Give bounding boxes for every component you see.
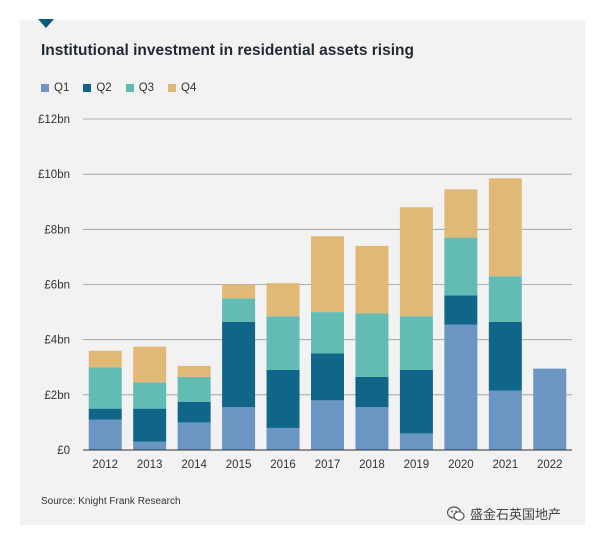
bar-segment-q2	[133, 408, 167, 442]
bar-segment-q3	[355, 313, 389, 377]
bar-segment-q1	[88, 419, 122, 450]
bar-segment-q1	[488, 390, 522, 450]
bar-segment-q4	[266, 283, 300, 317]
bar-segment-q2	[88, 408, 122, 420]
bar-segment-q4	[355, 245, 389, 314]
chart-legend: Q1 Q2 Q3 Q4	[41, 82, 196, 94]
y-tick-label: £10bn	[38, 169, 70, 181]
bar-segment-q1	[533, 368, 567, 450]
bar-segment-q4	[133, 346, 167, 383]
x-tick-label: 2015	[226, 459, 252, 471]
wechat-icon	[447, 505, 465, 521]
bar-segment-q1	[266, 427, 300, 450]
legend-swatch	[83, 84, 92, 92]
bar-segment-q2	[399, 370, 433, 434]
x-tick-label: 2014	[181, 459, 207, 471]
legend-label: Q3	[138, 82, 155, 94]
bar-segment-q4	[399, 207, 433, 317]
bar-segment-q1	[133, 441, 167, 450]
bar-segment-q3	[133, 382, 167, 409]
bar-segment-q1	[311, 400, 344, 450]
bar-segment-q3	[88, 367, 122, 409]
legend-item-q3: Q3	[125, 82, 155, 94]
x-tick-label: 2012	[92, 459, 118, 471]
bar-segment-q4	[222, 284, 256, 299]
x-tick-label: 2013	[137, 459, 163, 471]
legend-label: Q1	[54, 82, 70, 94]
x-tick-label: 2019	[404, 459, 430, 471]
bar-segment-q4	[177, 365, 211, 377]
y-tick-label: £2bn	[44, 390, 70, 402]
bar-segment-q2	[311, 353, 344, 401]
bar-segment-q2	[444, 295, 478, 325]
y-tick-label: £6bn	[44, 280, 70, 292]
x-tick-label: 2021	[493, 459, 519, 471]
chart-title: Institutional investment in residential …	[41, 42, 414, 59]
bar-segment-q3	[488, 276, 522, 322]
bar-segment-q2	[355, 376, 389, 408]
x-tick-label: 2016	[270, 459, 296, 471]
bar-segment-q2	[222, 321, 256, 408]
bar-segment-q3	[222, 298, 256, 322]
bar-segment-q1	[177, 422, 211, 450]
bar-segment-q1	[355, 407, 389, 450]
bar-segment-q1	[222, 407, 256, 450]
x-tick-label: 2018	[359, 459, 385, 471]
bar-segment-q1	[444, 324, 478, 450]
bar-segment-q4	[444, 189, 478, 238]
bar-segment-q3	[266, 316, 300, 371]
legend-label: Q4	[181, 82, 197, 94]
legend-swatch	[168, 84, 177, 92]
legend-swatch	[41, 84, 49, 92]
legend-item-q1: Q1	[41, 82, 69, 94]
bar-segment-q2	[266, 370, 300, 428]
legend-label: Q2	[96, 82, 112, 94]
y-tick-label: £8bn	[44, 224, 70, 236]
bar-segment-q3	[311, 312, 344, 354]
bar-segment-q4	[311, 236, 344, 313]
bar-segment-q3	[444, 237, 478, 296]
y-tick-label: £0	[57, 445, 70, 457]
x-tick-label: 2017	[315, 459, 341, 471]
legend-item-q2: Q2	[83, 82, 112, 94]
bar-segment-q4	[88, 350, 122, 368]
corner-marker-icon	[38, 19, 54, 28]
bar-segment-q3	[399, 316, 433, 371]
bar-segment-q4	[488, 178, 522, 277]
legend-swatch	[125, 84, 134, 92]
bar-segment-q3	[177, 376, 211, 402]
bar-segment-q2	[488, 321, 522, 391]
x-tick-label: 2020	[448, 459, 474, 471]
bar-segment-q1	[399, 433, 433, 450]
x-tick-label: 2022	[537, 459, 563, 471]
legend-item-q4: Q4	[168, 82, 196, 94]
watermark: 盛金石英国地产	[447, 504, 561, 523]
y-tick-label: £4bn	[44, 335, 70, 347]
bar-segment-q2	[177, 401, 211, 423]
y-tick-label: £12bn	[38, 114, 70, 126]
watermark-text: 盛金石英国地产	[470, 507, 562, 522]
source-note: Source: Knight Frank Research	[41, 496, 181, 507]
